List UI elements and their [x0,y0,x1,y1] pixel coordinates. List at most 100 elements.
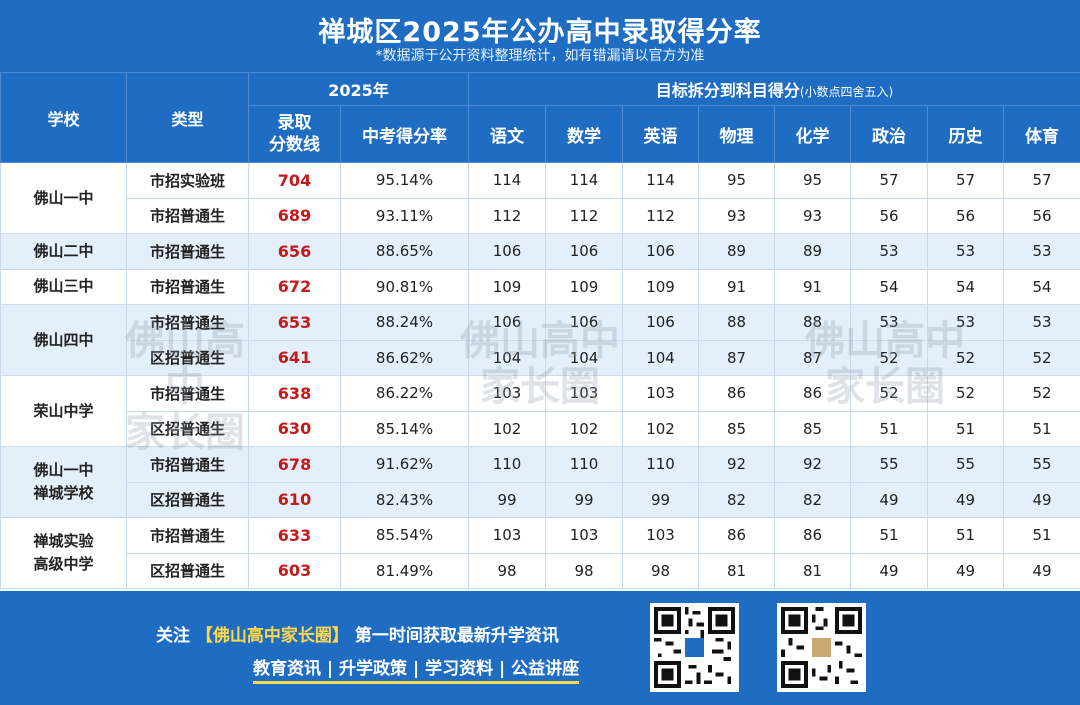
admission-type: 市招实验班 [126,162,249,199]
subject-score: 51 [850,517,929,554]
admission-score: 689 [248,197,341,234]
subject-score: 52 [850,339,929,376]
subject-score: 49 [927,481,1005,518]
subject-score: 99 [468,481,547,518]
subject-score: 52 [927,375,1005,412]
table-row: 区招普通生 610 82.43% 99 99 99 82 82 49 49 49 [1,481,1080,518]
follow-suffix: 第一时间获取最新升学资讯 [354,626,559,646]
subject-score: 87 [774,339,852,376]
subject-score: 95 [774,162,852,199]
subject-score: 56 [1003,197,1080,234]
subject-score: 81 [774,552,852,589]
school-name: 禅城实验 高级中学 [0,517,127,589]
score-rate: 81.49% [339,552,470,589]
table-row: 佛山一中 禅城学校 市招普通生 678 91.62% 110 110 110 92… [0,446,1080,518]
subject-score: 102 [468,410,547,447]
admission-type: 市招普通生 [126,446,249,483]
score-header-line1: 录取 [277,113,312,133]
subject-score: 109 [545,268,624,305]
qr-code-icon[interactable] [777,603,866,692]
subject-score: 57 [1003,162,1080,199]
tagline: 教育资讯 | 升学政策 | 学习资料 | 公益讲座 [253,654,580,684]
admission-type: 市招普通生 [126,304,249,341]
subject-score: 54 [927,268,1005,305]
subject-score: 52 [1003,375,1080,412]
subject-score: 92 [698,446,776,483]
subject-score: 49 [850,481,929,518]
subject-score: 114 [468,162,547,199]
table-row: 荣山中学 市招普通生 638 86.22% 103 103 103 86 86 … [0,375,1080,447]
subject-score: 81 [698,552,776,589]
subject-score: 53 [850,304,929,341]
score-rate: 85.14% [339,410,470,447]
score-rate: 90.81% [339,268,470,305]
subject-score: 98 [468,552,547,589]
subject-score: 51 [927,517,1005,554]
admission-type: 区招普通生 [126,481,249,518]
score-rate: 86.62% [339,339,470,376]
subject-score: 52 [1003,339,1080,376]
table-row: 佛山一中 市招实验班 704 95.14% 114 114 114 95 95 … [0,162,1080,234]
subject-score: 54 [1003,268,1080,305]
subject-score: 89 [774,233,852,270]
col-header-rate: 中考得分率 [339,105,470,163]
subject-score: 104 [468,339,547,376]
subject-score: 106 [468,304,547,341]
col-header-score: 录取 分数线 [248,105,341,163]
admission-score: 641 [248,339,341,376]
admission-type: 市招普通生 [126,375,249,412]
subject-score: 57 [927,162,1005,199]
subject-score: 88 [698,304,776,341]
subject-score: 110 [545,446,624,483]
subject-score: 102 [622,410,700,447]
table-row: 禅城实验 高级中学 市招普通生 633 85.54% 103 103 103 86… [0,517,1080,589]
subject-score: 114 [545,162,624,199]
qr-code-icon[interactable] [650,603,739,692]
school-name: 佛山四中 [0,304,127,376]
subject-score: 104 [545,339,624,376]
subject-score: 110 [468,446,547,483]
table-row: 佛山三中 市招普通生 672 90.81% 109 109 109 91 91 … [0,268,1080,305]
subject-score: 55 [850,446,929,483]
subject-score: 49 [1003,481,1080,518]
subject-score: 56 [850,197,929,234]
score-rate: 86.22% [339,375,470,412]
qr-code-graphic [781,607,862,688]
school-name: 荣山中学 [0,375,127,447]
school-name: 佛山三中 [0,268,127,305]
admission-score: 603 [248,552,341,589]
subject-score: 49 [1003,552,1080,589]
school-name: 佛山一中 [0,162,127,234]
col-header-math: 数学 [545,105,624,163]
admission-table: 学校 类型 2025年 目标拆分到科目得分(小数点四舍五入) 录取 分数线 中考得… [0,72,1080,589]
subject-score: 57 [850,162,929,199]
subject-score: 82 [698,481,776,518]
col-header-history: 历史 [927,105,1005,163]
score-rate: 82.43% [339,481,470,518]
admission-type: 市招普通生 [126,197,249,234]
qr-code-graphic [654,607,735,688]
subject-score: 106 [545,233,624,270]
admission-type: 区招普通生 [126,410,249,447]
col-header-chinese: 语文 [468,105,547,163]
subject-score: 103 [545,517,624,554]
table-row: 区招普通生 641 86.62% 104 104 104 87 87 52 52… [1,339,1080,376]
subject-score: 51 [850,410,929,447]
subject-score: 95 [698,162,776,199]
admission-type: 区招普通生 [126,339,249,376]
col-header-school: 学校 [0,72,127,163]
subject-score: 52 [927,339,1005,376]
subject-score: 109 [622,268,700,305]
subject-group-note: (小数点四舍五入) [799,85,894,99]
subject-score: 92 [774,446,852,483]
school-name-line1: 禅城实验 [33,532,94,550]
subject-score: 87 [698,339,776,376]
subject-score: 106 [622,233,700,270]
subject-score: 52 [850,375,929,412]
subject-score: 106 [545,304,624,341]
subject-score: 53 [1003,304,1080,341]
subject-score: 114 [622,162,700,199]
subject-score: 98 [545,552,624,589]
subject-score: 89 [698,233,776,270]
